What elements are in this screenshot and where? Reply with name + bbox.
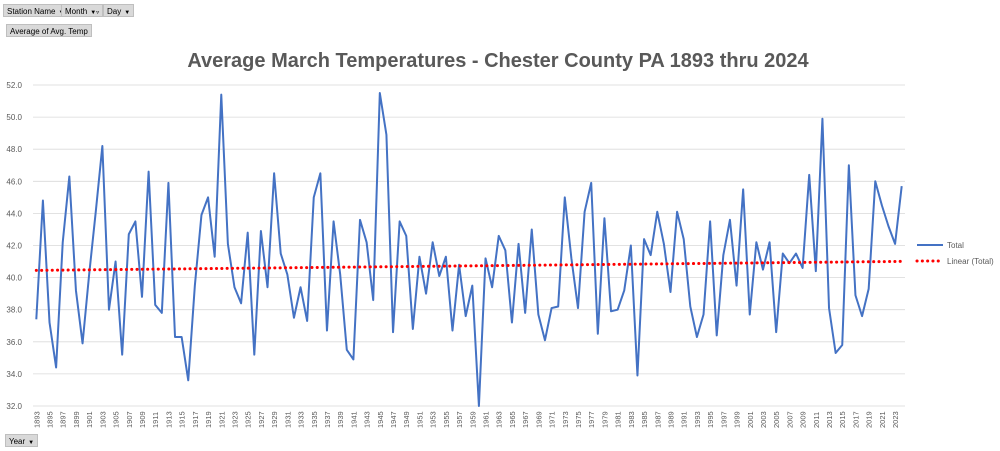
y-tick-label: 50.0 [6, 113, 22, 122]
x-tick-label: 1973 [561, 411, 570, 428]
x-tick-label: 2023 [891, 411, 900, 428]
x-tick-label: 2011 [812, 412, 821, 428]
x-tick-label: 1903 [98, 411, 107, 428]
y-tick-label: 34.0 [6, 370, 22, 379]
x-tick-label: 1941 [349, 411, 358, 428]
x-tick-label: 1981 [614, 411, 623, 428]
x-tick-label: 1969 [534, 411, 543, 428]
x-tick-label: 1951 [415, 411, 424, 428]
x-tick-label: 1907 [125, 411, 134, 428]
x-axis-ticks: 1893 1895 1897 1899 1901 1903 1905 1907 1909 1911… [32, 411, 900, 428]
x-tick-label: 1983 [627, 411, 636, 428]
pivot-value-field[interactable]: Average of Avg. Temp [6, 24, 92, 37]
x-tick-label: 1971 [548, 411, 557, 428]
x-tick-label: 1987 [653, 411, 662, 428]
x-tick-label: 2001 [746, 411, 755, 428]
x-tick-label: 2005 [772, 411, 781, 428]
x-tick-label: 1949 [402, 411, 411, 428]
x-tick-label: 1943 [363, 411, 372, 428]
y-tick-label: 46.0 [6, 177, 22, 186]
x-tick-label: 1997 [719, 411, 728, 428]
pivot-field-day[interactable]: Day ▼ [103, 4, 135, 17]
x-tick-label: 1899 [72, 411, 81, 428]
gridlines [33, 84, 905, 407]
x-tick-label: 1927 [257, 411, 266, 428]
x-tick-label: 1919 [204, 411, 213, 428]
x-tick-label: 1917 [191, 411, 200, 428]
x-tick-label: 2015 [838, 411, 847, 428]
x-tick-label: 1909 [138, 411, 147, 428]
x-tick-label: 2003 [759, 411, 768, 428]
series-line-total [35, 92, 903, 407]
x-tick-label: 2007 [785, 411, 794, 428]
y-tick-label: 52.0 [6, 81, 22, 90]
legend-label-linear: Linear (Total) [947, 257, 994, 266]
x-tick-label: 1955 [442, 411, 451, 428]
y-tick-label: 38.0 [6, 306, 22, 315]
legend-label-total: Total [947, 241, 964, 250]
x-tick-label: 1993 [693, 411, 702, 428]
x-tick-label: 1977 [587, 411, 596, 428]
y-tick-label: 32.0 [6, 402, 22, 411]
x-tick-label: 2021 [878, 411, 887, 428]
dropdown-arrow-icon: ▼ [28, 440, 35, 446]
pivot-field-month[interactable]: Month ▼▿ [61, 4, 104, 17]
x-tick-label: 1901 [85, 411, 94, 428]
x-tick-label: 1897 [59, 411, 68, 428]
x-tick-label: 2019 [865, 411, 874, 428]
x-tick-label: 1985 [640, 411, 649, 428]
y-tick-label: 44.0 [6, 209, 22, 218]
x-tick-label: 1939 [336, 411, 345, 428]
x-tick-label: 1963 [495, 411, 504, 428]
x-tick-label: 1931 [283, 411, 292, 428]
y-tick-label: 48.0 [6, 145, 22, 154]
x-tick-label: 1911 [151, 412, 160, 428]
x-tick-label: 1945 [376, 411, 385, 428]
y-tick-label: 40.0 [6, 274, 22, 283]
x-tick-label: 1915 [178, 411, 187, 428]
x-tick-label: 1913 [164, 411, 173, 428]
legend: Total Linear (Total) [915, 241, 994, 266]
x-tick-label: 1933 [297, 411, 306, 428]
x-tick-label: 1895 [46, 411, 55, 428]
series-line-linear-trend [34, 259, 904, 272]
filter-dropdown-icon: ▼▿ [90, 10, 100, 16]
x-tick-label: 2017 [851, 411, 860, 428]
x-tick-label: 1991 [680, 411, 689, 428]
y-tick-label: 42.0 [6, 242, 22, 251]
x-tick-label: 1937 [323, 411, 332, 428]
pivot-field-year[interactable]: Year ▼ [5, 434, 39, 447]
chart-title: Average March Temperatures - Chester Cou… [187, 50, 809, 72]
series-layer [34, 92, 904, 407]
x-tick-label: 1975 [574, 411, 583, 428]
x-tick-label: 1953 [429, 411, 438, 428]
x-tick-label: 1967 [521, 411, 530, 428]
x-tick-label: 1999 [733, 411, 742, 428]
x-tick-label: 1947 [389, 411, 398, 428]
x-tick-label: 1893 [32, 411, 41, 428]
x-tick-label: 1929 [270, 411, 279, 428]
x-tick-label: 1961 [482, 411, 491, 428]
x-tick-label: 1965 [508, 411, 517, 428]
x-tick-label: 1935 [310, 411, 319, 428]
dropdown-arrow-icon: ▼ [124, 10, 131, 16]
x-tick-label: 2013 [825, 411, 834, 428]
x-tick-label: 1989 [666, 411, 675, 428]
x-tick-label: 1959 [468, 411, 477, 428]
x-tick-label: 1925 [244, 411, 253, 428]
y-axis-ticks: 32.0 34.0 36.0 38.0 40.0 42.0 44.0 46.0 48.0 50.0… [6, 81, 22, 411]
x-tick-label: 1979 [600, 411, 609, 428]
x-tick-label: 1995 [706, 411, 715, 428]
x-tick-label: 2009 [799, 411, 808, 428]
x-tick-label: 1957 [455, 411, 464, 428]
x-tick-label: 1921 [217, 411, 226, 428]
x-tick-label: 1905 [112, 411, 121, 428]
y-tick-label: 36.0 [6, 338, 22, 347]
x-tick-label: 1923 [230, 411, 239, 428]
